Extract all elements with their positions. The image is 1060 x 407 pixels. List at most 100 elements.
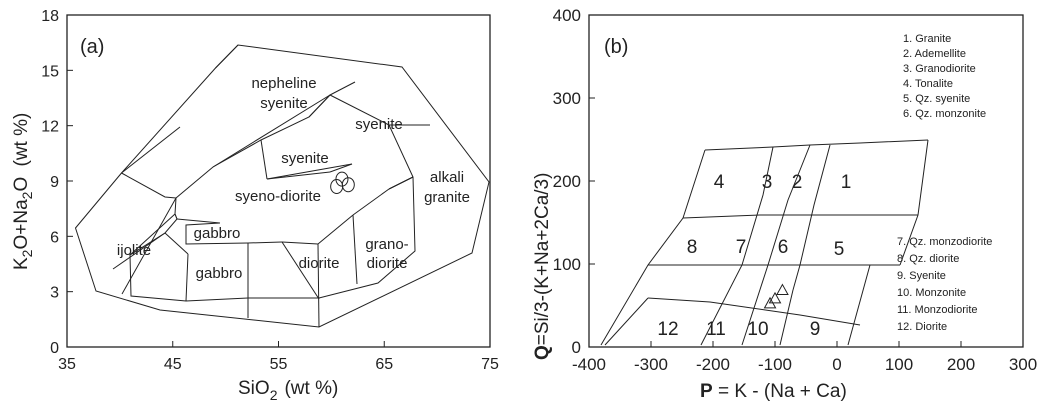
y-axis-title-part-o: O [11, 177, 32, 192]
y-axis-title-symbol: Q [532, 345, 553, 360]
boundary-24 [212, 94, 331, 168]
boundary-20 [352, 188, 390, 216]
field-label-gabbro-outer: gabbro [196, 265, 243, 282]
x-tick-label: 55 [270, 356, 288, 373]
y-axis-title-part-k: K [11, 257, 32, 270]
field-label-diorite: diorite [299, 255, 340, 272]
x-tick-label: 65 [375, 356, 393, 373]
mid-boundary [682, 214, 918, 219]
legend-item-9: 9. Syenite [897, 270, 946, 282]
boundary-10 [185, 222, 249, 245]
panel-a-label: (a) [80, 36, 104, 58]
boundary-18 [352, 214, 358, 285]
panel-b-ticks: -400 -300 -200 -100 0 100 200 300 0 100 200 300 400 [553, 6, 1038, 374]
boundary-26 [266, 163, 353, 180]
boundary-9-right [847, 264, 871, 346]
field-number-7: 7 [736, 237, 747, 258]
boundary-3 [129, 213, 176, 256]
y-axis-title-sub-2: 2 [19, 191, 35, 199]
field-number-2: 2 [792, 172, 803, 193]
boundary-17 [317, 243, 320, 328]
boundary-29 [388, 176, 414, 190]
y-tick-label: 18 [41, 8, 59, 25]
field-label-alkali-granite-1: alkali [430, 169, 464, 186]
x-tick-label: 45 [164, 356, 182, 373]
boundary-19 [317, 214, 354, 245]
field-number-11: 11 [706, 319, 726, 340]
field-number-3: 3 [762, 172, 773, 193]
x-axis-title-unit: (wt %) [284, 378, 338, 399]
boundary-9 [121, 126, 181, 174]
field-label-syenite-outer: syenite [355, 116, 403, 133]
y-tick-label: 0 [572, 338, 581, 357]
panel-a-field-labels: nepheline syenite syenite syenite alkali… [117, 75, 470, 282]
field-number-10: 10 [747, 319, 768, 340]
field-number-6: 6 [778, 237, 789, 258]
panel-b-data-points [763, 283, 789, 309]
boundary-15 [329, 163, 353, 173]
field-label-ijolite: ijolite [117, 242, 151, 259]
upper-boundary [704, 139, 929, 151]
legend-bottom: 7. Qz. monzodiorite 8. Qz. diorite 9. Sy… [897, 236, 992, 333]
sample-point-triangle [768, 291, 782, 304]
panel-b-field-boundaries [600, 139, 929, 346]
boundary-13 [260, 139, 268, 180]
y-tick-label: 0 [50, 340, 59, 357]
y-tick-label: 400 [553, 6, 581, 25]
panel-a-ticks: 35 45 55 65 75 0 3 6 9 12 15 18 [41, 8, 499, 373]
panel-a-x-axis-title: SiO2 (wt %) [238, 378, 338, 403]
x-tick-label: 100 [885, 355, 913, 374]
x-tick-label: -200 [696, 355, 730, 374]
panel-a: 35 45 55 65 75 0 3 6 9 12 15 18 [11, 8, 499, 403]
boundary-16 [281, 241, 320, 300]
sample-point-circle [341, 177, 355, 193]
boundary-1 [121, 172, 177, 199]
boundary-3-4 [700, 146, 774, 346]
boundary-12 [247, 241, 283, 244]
y-tick-label: 6 [50, 229, 59, 246]
y-tick-label: 300 [553, 89, 581, 108]
y-axis-title-sub-1: 2 [19, 249, 35, 257]
boundary-1-2 [792, 144, 831, 291]
field-label-alkali-granite-2: granite [424, 189, 470, 206]
panel-b-x-axis-title: P = K - (Na + Ca) [700, 381, 847, 402]
boundary-22 [329, 81, 356, 96]
field-number-8: 8 [687, 237, 698, 258]
panel-b-label: (b) [604, 36, 628, 58]
boundary-23 [308, 94, 331, 118]
legend-item-5: 5. Qz. syenite [903, 93, 970, 105]
field-label-nepheline-syenite-1: nepheline [251, 75, 316, 92]
legend-item-8: 8. Qz. diorite [897, 253, 959, 265]
panel-a-data-points [330, 171, 355, 195]
boundary-6 [112, 232, 166, 270]
panel-a-y-axis-title: K2O+Na2O (wt %) [11, 113, 35, 270]
y-axis-title-unit: (wt %) [11, 113, 32, 172]
boundary-7 [121, 197, 177, 295]
y-tick-label: 12 [41, 119, 59, 136]
x-tick-label: 35 [58, 356, 76, 373]
y-tick-label: 9 [50, 174, 59, 191]
y-tick-label: 100 [553, 255, 581, 274]
boundary-8 [185, 253, 189, 302]
y-tick-label: 3 [50, 285, 59, 302]
x-axis-title-formula: = K - (Na + Ca) [713, 381, 847, 402]
field-number-5: 5 [834, 239, 845, 260]
field-label-granodiorite-2: diorite [367, 255, 408, 272]
boundary-2-3 [741, 144, 811, 346]
panel-b-field-numbers: 1 2 3 4 5 6 7 8 9 10 11 12 [657, 172, 851, 340]
field-number-12: 12 [657, 319, 678, 340]
boundary-2 [174, 213, 178, 220]
x-axis-title-symbol: P [700, 381, 713, 402]
panel-a-frame [66, 14, 491, 348]
y-axis-title-formula: =Si/3-(K+Na+2Ca/3) [532, 173, 553, 346]
legend-item-7: 7. Qz. monzodiorite [897, 236, 992, 248]
y-tick-label: 200 [553, 172, 581, 191]
field-label-gabbro-inner: gabbro [194, 225, 241, 242]
boundary-14 [266, 171, 331, 180]
x-tick-label: -400 [572, 355, 606, 374]
left-boundary [600, 149, 706, 346]
x-axis-title-subscript: 2 [270, 387, 278, 403]
x-tick-label: 200 [947, 355, 975, 374]
x-tick-label: -300 [634, 355, 668, 374]
legend-item-4: 4. Tonalite [903, 78, 953, 90]
